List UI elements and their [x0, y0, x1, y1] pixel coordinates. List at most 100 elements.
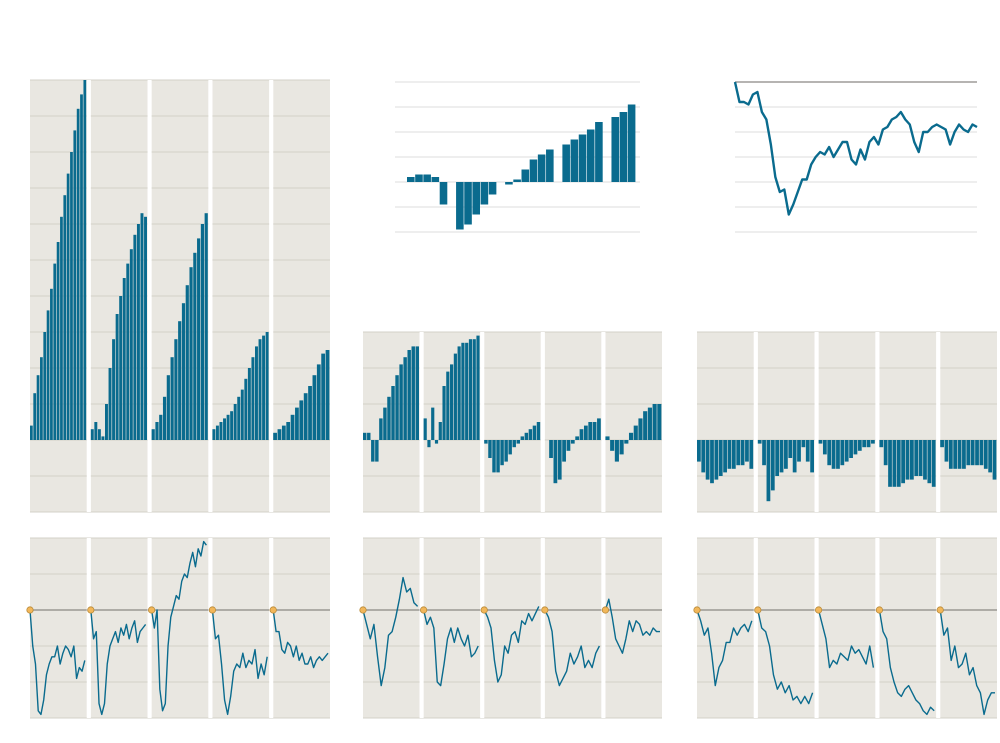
bar — [918, 440, 923, 476]
panel-background — [818, 332, 876, 512]
bar — [883, 440, 888, 466]
bar — [133, 234, 137, 440]
bar — [988, 440, 993, 473]
bar — [562, 440, 566, 462]
bar — [844, 440, 849, 462]
bar — [745, 440, 749, 462]
bar — [488, 182, 497, 195]
bar — [979, 440, 984, 466]
start-marker — [26, 606, 34, 614]
bar — [119, 296, 123, 440]
bar — [371, 440, 375, 462]
bar — [277, 429, 282, 440]
bar — [492, 440, 496, 473]
line — [483, 606, 540, 683]
bar — [237, 396, 241, 440]
bar — [73, 130, 77, 440]
bar — [46, 310, 50, 440]
bar — [56, 242, 60, 440]
bar — [905, 440, 910, 480]
bar — [299, 400, 304, 440]
panel-background — [818, 538, 876, 718]
line — [90, 609, 147, 716]
bar — [714, 440, 719, 480]
bar — [108, 368, 112, 440]
bar — [411, 346, 415, 440]
bar — [363, 432, 367, 440]
bar — [70, 152, 73, 440]
bar — [178, 321, 182, 440]
bar — [223, 418, 226, 440]
line — [422, 609, 479, 687]
bar — [643, 411, 648, 440]
bar — [181, 303, 186, 440]
bar — [325, 350, 330, 440]
bar — [112, 339, 116, 440]
bar — [415, 346, 419, 440]
bar — [43, 332, 47, 440]
start-marker — [269, 606, 277, 614]
bar — [788, 440, 793, 458]
bar — [586, 129, 595, 182]
bar — [122, 278, 126, 440]
bar — [40, 357, 43, 440]
bar — [818, 440, 823, 444]
bar — [472, 182, 481, 215]
bar — [303, 393, 308, 440]
panel-background — [484, 538, 541, 718]
bar — [76, 108, 80, 441]
bar — [822, 440, 827, 455]
panel-background — [879, 538, 937, 718]
bar — [273, 432, 277, 440]
bar — [516, 440, 520, 444]
bar — [597, 418, 601, 440]
panel-background — [151, 538, 209, 718]
bar — [383, 407, 387, 440]
bar — [723, 440, 727, 473]
line — [150, 540, 207, 712]
bar — [30, 425, 33, 440]
bar — [446, 371, 450, 440]
bar — [247, 368, 251, 440]
bar — [434, 440, 439, 444]
bar — [244, 378, 248, 440]
bar — [240, 389, 244, 440]
bar — [226, 414, 230, 440]
bar — [840, 440, 845, 466]
start-marker — [601, 606, 610, 614]
bar — [638, 418, 643, 440]
bar — [901, 440, 906, 484]
line — [211, 609, 268, 716]
bar — [528, 429, 533, 440]
bar — [927, 440, 932, 484]
line — [29, 609, 86, 716]
bar — [215, 425, 219, 440]
bar — [779, 440, 784, 473]
bar — [611, 117, 620, 182]
bar — [948, 440, 953, 469]
bar — [570, 440, 575, 444]
bar — [439, 182, 448, 205]
line — [544, 609, 601, 687]
bar — [549, 440, 553, 458]
bar — [431, 177, 440, 182]
bar — [488, 440, 492, 458]
bar — [578, 134, 587, 182]
bar — [407, 177, 415, 182]
bar — [33, 393, 37, 440]
bar — [60, 216, 63, 440]
bar — [749, 440, 754, 469]
bar — [797, 440, 801, 462]
bar — [251, 357, 255, 440]
bar — [520, 436, 525, 440]
bar — [970, 440, 975, 466]
bar — [144, 216, 147, 440]
bar — [136, 224, 140, 440]
bar — [101, 436, 105, 440]
bar — [923, 440, 927, 480]
bar — [457, 346, 461, 440]
bar — [193, 252, 197, 440]
start-marker — [541, 606, 549, 614]
bar — [740, 440, 745, 466]
bar — [461, 342, 465, 440]
